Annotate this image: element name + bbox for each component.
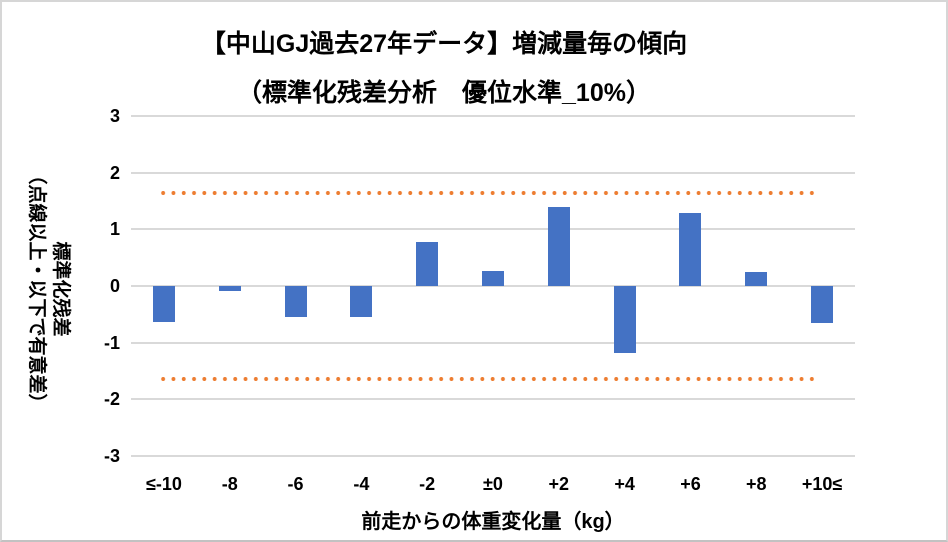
bar-±0 <box>482 270 504 286</box>
bar--8 <box>218 286 241 291</box>
bar--6 <box>284 286 307 318</box>
x-tick-label-≤-10: ≤-10 <box>145 474 182 494</box>
bar-≤-10 <box>152 286 175 322</box>
x-tick-label-+10≤: +10≤ <box>801 474 843 494</box>
bar--4 <box>350 286 373 318</box>
y-axis-title: 標準化残差 （点線以上・以下で有意差） <box>24 119 72 459</box>
y-axis-title-line-1: 標準化残差 <box>50 241 71 337</box>
x-tick-label--6: -6 <box>287 474 304 494</box>
chart-title: 【中山GJ過去27年データ】増減量毎の傾向 （標準化残差分析 優位水準_10%） <box>2 20 886 118</box>
y-tick-label-2: 2 <box>109 162 120 183</box>
chart-title-line-2: （標準化残差分析 優位水準_10%） <box>237 79 651 107</box>
gridline-y--3 <box>131 455 855 457</box>
gridline-y--1 <box>131 341 855 344</box>
y-tick-label--1: -1 <box>103 332 120 353</box>
x-tick-label--2: -2 <box>419 474 436 494</box>
bar-+6 <box>679 213 702 286</box>
x-tick-label-+2: +2 <box>548 474 570 494</box>
y-tick-label--3: -3 <box>103 446 120 466</box>
bar-+10≤ <box>811 286 834 323</box>
gridline-y-3 <box>131 115 855 117</box>
bar-+4 <box>613 286 636 354</box>
y-tick-label-0: 0 <box>109 276 120 296</box>
threshold-line-upper <box>158 190 818 195</box>
x-tick-label--8: -8 <box>221 474 238 494</box>
x-tick-label-+8: +8 <box>746 474 767 494</box>
gridline-y-0 <box>131 285 855 287</box>
bar-+2 <box>547 207 570 286</box>
threshold-line-lower <box>158 377 818 382</box>
y-tick-label--2: -2 <box>103 389 120 410</box>
gridline-y--2 <box>131 398 855 401</box>
bar-+8 <box>745 271 768 286</box>
gridline-y-2 <box>131 171 855 174</box>
gridline-y-1 <box>131 228 855 231</box>
x-tick-label-+4: +4 <box>614 474 635 494</box>
x-tick-label-+6: +6 <box>680 474 701 494</box>
y-tick-label-1: 1 <box>109 219 120 240</box>
x-tick-label--4: -4 <box>353 474 370 494</box>
y-axis-title-line-2: （点線以上・以下で有意差） <box>26 165 47 413</box>
plot-area <box>131 115 855 457</box>
bar--2 <box>416 241 439 286</box>
x-tick-label-±0: ±0 <box>483 474 503 494</box>
x-axis-title: 前走からの体重変化量（kg） <box>361 511 625 533</box>
chart-title-line-1: 【中山GJ過去27年データ】増減量毎の傾向 <box>200 30 688 58</box>
y-tick-label-3: 3 <box>109 106 120 126</box>
